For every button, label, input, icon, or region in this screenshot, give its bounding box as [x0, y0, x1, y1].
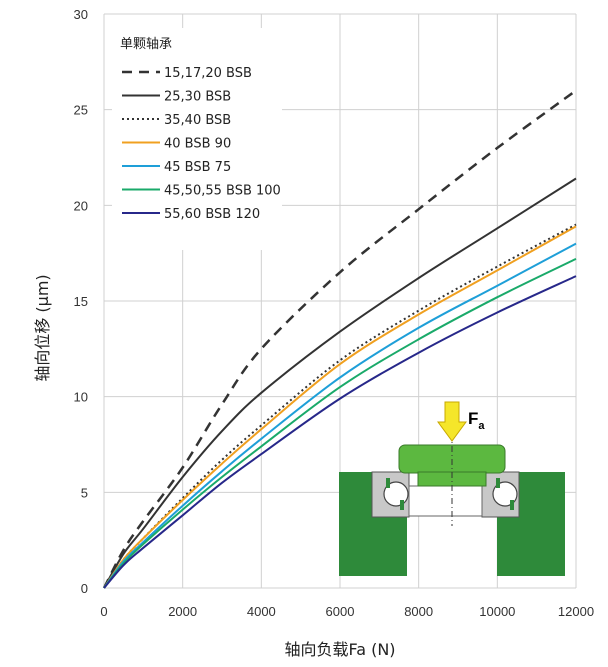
seal-left-bottom [400, 500, 404, 510]
legend-label: 55,60 BSB 120 [164, 207, 260, 222]
series-line [103, 225, 577, 589]
series-line [103, 177, 577, 589]
legend-label: 45,50,55 BSB 100 [164, 184, 281, 199]
legend-label: 15,17,20 BSB [164, 66, 252, 81]
x-tick-label: 2000 [168, 604, 197, 619]
x-tick-label: 8000 [404, 604, 433, 619]
spacer-ring [408, 485, 483, 517]
series-line [103, 258, 577, 589]
legend-items: 15,17,20 BSB 25,30 BSB 35,40 BSB 40 BSB 90 4… [122, 66, 281, 222]
legend: 单颗轴承 15,17,20 BSB 25,30 BSB 35,40 BSB 40 BS… [112, 28, 282, 250]
y-axis-label: 轴向位移 (µm) [33, 274, 52, 381]
y-tick-labels: 0 5 10 15 20 25 30 [74, 7, 88, 596]
x-tick-labels: 0 2000 4000 6000 8000 10000 12000 [100, 604, 594, 619]
legend-label: 35,40 BSB [164, 113, 231, 128]
x-axis-label: 轴向负载Fa (N) [284, 640, 395, 659]
y-tick-label: 30 [74, 7, 88, 22]
load-arrow-icon [437, 401, 467, 442]
y-tick-label: 5 [81, 485, 88, 500]
y-tick-label: 20 [74, 198, 88, 213]
x-tick-label: 12000 [558, 604, 594, 619]
seal-left-top [386, 478, 390, 488]
y-tick-label: 10 [74, 390, 88, 405]
series-line [103, 242, 577, 589]
y-tick-label: 0 [81, 581, 88, 596]
legend-label: 45 BSB 75 [164, 160, 231, 175]
legend-title: 单颗轴承 [120, 37, 172, 52]
x-tick-label: 6000 [326, 604, 355, 619]
legend-label: 25,30 BSB [164, 90, 231, 105]
y-tick-label: 15 [74, 294, 88, 309]
seal-right-top [496, 478, 500, 488]
series-line [103, 275, 577, 589]
y-tick-label: 25 [74, 103, 88, 118]
legend-label: 40 BSB 90 [164, 137, 231, 152]
load-label: Fa [468, 409, 485, 432]
x-tick-label: 4000 [247, 604, 276, 619]
bearing-illustration: Fa [339, 401, 565, 576]
series-line [103, 223, 577, 589]
series-lines [102, 89, 577, 589]
x-tick-label: 10000 [479, 604, 515, 619]
seal-right-bottom [510, 500, 514, 510]
x-tick-label: 0 [100, 604, 107, 619]
